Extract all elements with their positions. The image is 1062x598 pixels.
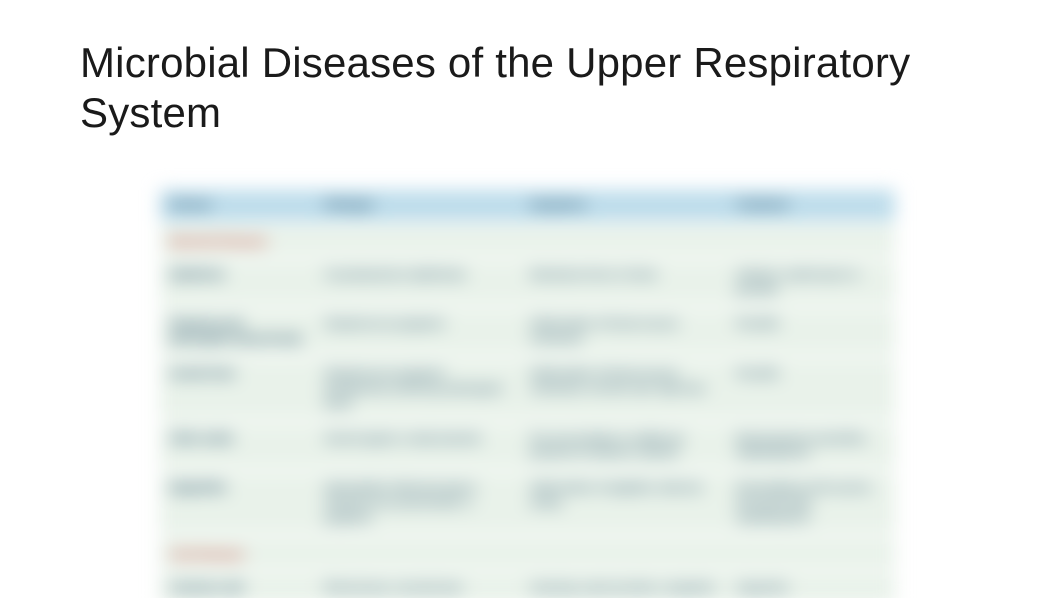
cell-symptoms: Pus accumulation in middle ear; pressure… — [520, 422, 726, 472]
section-row: Bacterial Diseases — [160, 223, 895, 258]
cell-pathogen: Corynebacterium diphtheriae — [314, 258, 520, 308]
table-row: Streptococcal pharyngitis (strep throat)… — [160, 307, 895, 357]
cell-disease: Common cold — [160, 571, 314, 598]
col-header-treatment: Treatment — [726, 190, 895, 223]
cell-treatment: Supportive — [726, 571, 895, 598]
cell-symptoms: Inflammation of throat mucous membrane; … — [520, 357, 726, 422]
cell-disease: Epiglottitis — [160, 471, 314, 536]
diseases-table-container: Disease Pathogen Symptoms Treatment Bact… — [160, 190, 895, 520]
cell-pathogen: Several agents; mostly bacterial — [314, 422, 520, 472]
cell-disease: Scarlet fever — [160, 357, 314, 422]
cell-treatment: Penicillin — [726, 357, 895, 422]
section-row: Viral Diseases — [160, 536, 895, 571]
cell-disease: Otitis media — [160, 422, 314, 472]
cell-treatment: Penicillin — [726, 307, 895, 357]
table-header-row: Disease Pathogen Symptoms Treatment — [160, 190, 895, 223]
cell-disease: Diphtheria — [160, 258, 314, 308]
table-row: Diphtheria Corynebacterium diphtheriae M… — [160, 258, 895, 308]
section-label: Viral Diseases — [160, 536, 895, 571]
table-row: Epiglottitis Haemophilus influenzae type… — [160, 471, 895, 536]
cell-disease: Streptococcal pharyngitis (strep throat) — [160, 307, 314, 357]
cell-pathogen: Streptococcus pyogenes (lysogenized, pro… — [314, 357, 520, 422]
cell-pathogen: Haemophilus influenzae type b; Streptoco… — [314, 471, 520, 536]
cell-pathogen: Streptococcus pyogenes — [314, 307, 520, 357]
cell-symptoms: Inflammation of throat mucous membrane — [520, 307, 726, 357]
cell-treatment: Antitoxin; erythromycin or penicillin — [726, 258, 895, 308]
table-row: Otitis media Several agents; mostly bact… — [160, 422, 895, 472]
cell-symptoms: Membrane forms in throat — [520, 258, 726, 308]
table-row: Common cold Rhinoviruses; coronaviruses … — [160, 571, 895, 598]
diseases-table: Disease Pathogen Symptoms Treatment Bact… — [160, 190, 895, 598]
section-label: Bacterial Diseases — [160, 223, 895, 258]
table-row: Scarlet fever Streptococcus pyogenes (ly… — [160, 357, 895, 422]
col-header-pathogen: Pathogen — [314, 190, 520, 223]
col-header-symptoms: Symptoms — [520, 190, 726, 223]
slide: Microbial Diseases of the Upper Respirat… — [0, 0, 1062, 598]
cell-treatment: Broad-spectrum penicillins; cephalospori… — [726, 422, 895, 472]
cell-pathogen: Rhinoviruses; coronaviruses — [314, 571, 520, 598]
col-header-disease: Disease — [160, 190, 314, 223]
page-title: Microbial Diseases of the Upper Respirat… — [80, 38, 1002, 137]
table-body: Bacterial Diseases Diphtheria Corynebact… — [160, 223, 895, 598]
cell-treatment: Preventable by Hib vaccine; third-genera… — [726, 471, 895, 536]
cell-symptoms: Sneezing; nasal secretion; congestion — [520, 571, 726, 598]
cell-symptoms: Inflammation of epiglottis; obstructs ai… — [520, 471, 726, 536]
